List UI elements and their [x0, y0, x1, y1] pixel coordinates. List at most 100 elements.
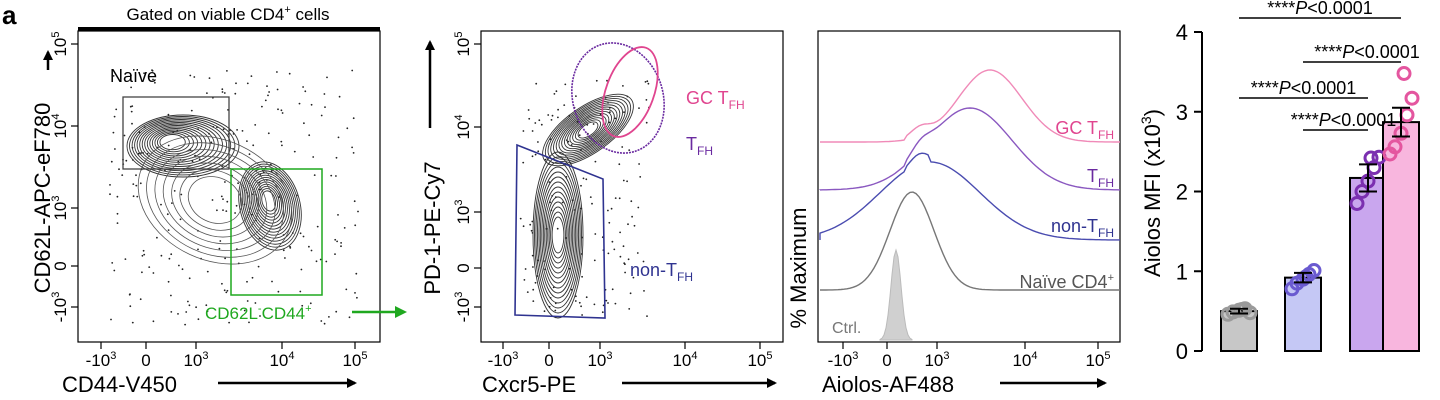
- flow2-contour-upper: [564, 110, 612, 150]
- hist-label-sup: +: [1108, 272, 1114, 284]
- flow3-x-tick-label-0-exp: 3: [852, 350, 858, 362]
- flow2-x-tick-label-3-exp: 4: [691, 350, 697, 362]
- hist-ctrl: [879, 248, 913, 341]
- bar-error-bars: [1230, 106, 1410, 315]
- flow2-event: [624, 263, 626, 266]
- flow1-event: [132, 195, 135, 198]
- flow2-contour-main: [548, 206, 568, 264]
- flow2-event: [627, 258, 630, 261]
- flow1-event: [243, 309, 246, 312]
- flow2-event: [574, 300, 577, 302]
- flow1-event: [188, 277, 191, 280]
- flow1-contour-effector: [245, 170, 294, 239]
- flow3-y-label: % Maximum: [786, 207, 811, 328]
- effector-gate-label: CD62L-CD44+: [205, 303, 312, 323]
- flow1-event: [226, 200, 229, 203]
- flow2-contour-upper: [544, 95, 632, 165]
- flow1-x-tick-label-0-exp: 3: [110, 350, 116, 362]
- flow2-y-tick-label-4: 105: [453, 31, 473, 56]
- bar-3-point: [1396, 66, 1412, 81]
- flow1-event: [221, 88, 224, 91]
- flow1-event: [206, 270, 209, 273]
- flow1-event: [319, 258, 322, 261]
- flow2-event: [645, 121, 648, 124]
- flow1-event: [185, 311, 188, 313]
- flow1-event: [130, 86, 133, 89]
- flow2-event: [622, 245, 625, 248]
- flow1-x-label: CD44-V450: [62, 372, 177, 397]
- flow2-event: [609, 111, 611, 113]
- gate-header: Gated on viable CD4+ cells: [127, 4, 330, 24]
- flow1-event: [282, 249, 285, 252]
- flow2-event: [531, 130, 534, 132]
- flow2-x-tick-label-4: 105: [747, 350, 772, 370]
- sig-stars: ****: [1267, 0, 1295, 18]
- flow2-event: [644, 81, 647, 83]
- flow3-x-label: Aiolos-AF488: [822, 372, 954, 397]
- flow1-event: [313, 174, 316, 177]
- flow1-event: [335, 310, 338, 313]
- flow2-event: [614, 302, 617, 305]
- flow2-event: [593, 303, 596, 306]
- flow2-event: [606, 79, 608, 82]
- flow1-event: [208, 77, 211, 79]
- flow1-event: [195, 306, 198, 309]
- flow1-event: [116, 195, 119, 198]
- bar-y-tick-label: 1: [1176, 259, 1188, 284]
- flow2-contours: [532, 93, 634, 319]
- flow1-event: [225, 210, 228, 213]
- flow1-event: [129, 305, 132, 308]
- flow2-x-tick-label-1-base: 0: [544, 351, 553, 370]
- hist-label-2: non-TFH: [1051, 216, 1114, 240]
- flow1-event: [309, 302, 312, 305]
- flow1-event: [124, 258, 127, 260]
- hist-label-1: TFH: [1087, 166, 1114, 190]
- flow2-event: [633, 224, 636, 227]
- flow1-event: [234, 92, 237, 95]
- flow2-event: [589, 196, 592, 199]
- flow1-event: [226, 70, 228, 72]
- hist-label-text: T: [1087, 166, 1098, 186]
- flow1-event: [136, 195, 139, 198]
- flow2-event: [594, 160, 597, 163]
- flow1-event: [267, 132, 270, 135]
- flow1-event: [334, 253, 336, 256]
- effector-gate: [230, 168, 323, 296]
- flow2-x-tick-label-0-base: -10: [488, 351, 513, 370]
- sig-stars: ****: [1291, 110, 1319, 130]
- flow1-contour-naive: [131, 117, 232, 174]
- flow2-contour-main: [534, 156, 582, 314]
- sig-label-2: ****P<0.0001: [1251, 78, 1357, 98]
- flow2-event: [543, 310, 546, 313]
- flow1-event: [348, 316, 351, 319]
- flow1-contour-outer: [146, 142, 284, 258]
- tfh-gate-label: TFH: [686, 134, 713, 158]
- flow1-contour-outer: [179, 169, 251, 231]
- flow1-event: [289, 245, 291, 248]
- flow2-event: [607, 252, 610, 255]
- flow1-event: [346, 127, 349, 130]
- flow2-event: [592, 123, 595, 125]
- flow2-x-tick-label-4-exp: 5: [766, 350, 772, 362]
- flow1-event: [234, 212, 237, 214]
- flow3-x-tick-label-3-base: 10: [1012, 351, 1031, 370]
- flow1-contour-outer: [162, 155, 268, 245]
- flow3-frame: [817, 30, 1121, 343]
- flow1-event: [193, 76, 196, 78]
- flow2-event: [581, 314, 583, 316]
- flow1-x-tick-label-4-base: 10: [342, 351, 361, 370]
- flow1-x-tick-label-1: 0: [141, 351, 150, 370]
- flow3-x-tick-label-4-base: 10: [1085, 351, 1104, 370]
- flow1-event: [143, 253, 146, 256]
- flow3-x-tick-label-3: 104: [1012, 350, 1037, 370]
- flow1-event: [170, 311, 173, 313]
- flow3-x-tick-label-1-base: 0: [882, 351, 891, 370]
- flow1-event: [298, 102, 301, 105]
- flow1-event: [246, 140, 248, 143]
- flow1-event: [264, 99, 267, 102]
- flow1-contour-naive: [149, 128, 203, 159]
- flow1-contour-naive: [141, 123, 215, 165]
- flow1-y-tick-label-2-base: 10: [51, 202, 70, 221]
